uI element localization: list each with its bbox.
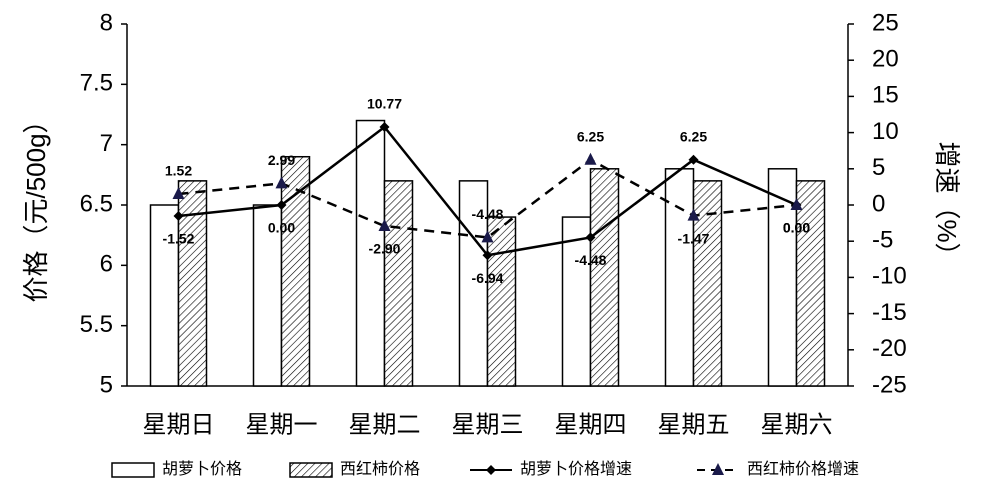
value-label: 6.25 (680, 128, 707, 144)
y2-tick-label: 15 (872, 82, 899, 109)
marker (584, 152, 597, 165)
bar (458, 180, 489, 387)
marker (379, 122, 390, 133)
bar (767, 168, 798, 387)
legend-key (289, 462, 333, 478)
y-tick-label: 7 (100, 130, 113, 157)
x-tick-label: 星期六 (761, 411, 833, 438)
value-label: -1.47 (678, 230, 710, 246)
y2-tick-label: 20 (872, 46, 899, 73)
marker (481, 230, 494, 243)
y2-tick-label: -5 (872, 227, 893, 254)
value-label: -1.52 (163, 231, 195, 247)
bar (589, 168, 620, 387)
bar (692, 180, 723, 387)
x-tick-label: 星期四 (555, 411, 627, 438)
y-tick-label: 5.5 (80, 311, 113, 338)
marker (482, 250, 493, 261)
legend-label: 西红柿价格 (340, 460, 420, 478)
marker (276, 200, 287, 210)
legend-label: 胡萝卜价格增速 (520, 460, 632, 478)
y2-tick-label: 10 (872, 118, 899, 145)
x-tick-label: 星期日 (143, 411, 215, 438)
bar (664, 168, 695, 387)
value-label: 0.00 (783, 220, 810, 236)
bar (280, 155, 311, 387)
y-tick-label: 7.5 (80, 70, 113, 97)
x-tick-label: 星期二 (349, 411, 421, 438)
y2-tick-label: 0 (872, 190, 885, 217)
y2-tick-label: 25 (872, 9, 899, 36)
value-label: 2.99 (268, 152, 295, 168)
value-label: -2.90 (369, 241, 401, 257)
y-tick-label: 6.5 (80, 190, 113, 217)
legend-marker (712, 463, 724, 475)
y2-tick-label: -15 (872, 299, 907, 326)
bar (561, 216, 592, 387)
marker (790, 198, 803, 210)
marker (585, 232, 596, 243)
legend-key (111, 462, 155, 478)
marker (378, 218, 391, 231)
bar (486, 216, 517, 387)
y2-axis-title: 增速（%） (932, 141, 962, 268)
legend-label: 胡萝卜价格 (162, 460, 242, 478)
bar (177, 180, 208, 387)
value-label: 10.77 (367, 96, 402, 112)
x-tick-label: 星期一 (246, 411, 318, 438)
y2-tick-label: -25 (872, 371, 907, 398)
bar (795, 180, 826, 387)
legend-marker (486, 465, 496, 475)
y-axis-title: 价格（元/500g） (21, 107, 51, 302)
value-label: 0.00 (268, 220, 295, 236)
marker (275, 176, 288, 189)
y-tick-label: 8 (100, 9, 113, 36)
value-label: 1.52 (165, 163, 192, 179)
value-label: 0.00 (783, 220, 810, 236)
x-tick-label: 星期三 (452, 411, 524, 438)
value-label: 6.25 (577, 128, 604, 144)
y-tick-label: 6 (100, 251, 113, 278)
y-tick-label: 5 (100, 371, 113, 398)
marker (687, 208, 700, 221)
legend-label: 西红柿价格增速 (747, 460, 859, 478)
value-label: -6.94 (472, 270, 504, 286)
marker (173, 211, 184, 222)
marker (172, 186, 185, 199)
y2-tick-label: -20 (872, 335, 907, 362)
y2-tick-label: -10 (872, 263, 907, 290)
marker (688, 154, 699, 165)
x-tick-label: 星期五 (658, 411, 730, 438)
bar (383, 180, 414, 387)
value-label: -4.48 (575, 252, 607, 268)
y2-tick-label: 5 (872, 154, 885, 181)
bar (355, 119, 386, 387)
value-label: -4.48 (472, 206, 504, 222)
